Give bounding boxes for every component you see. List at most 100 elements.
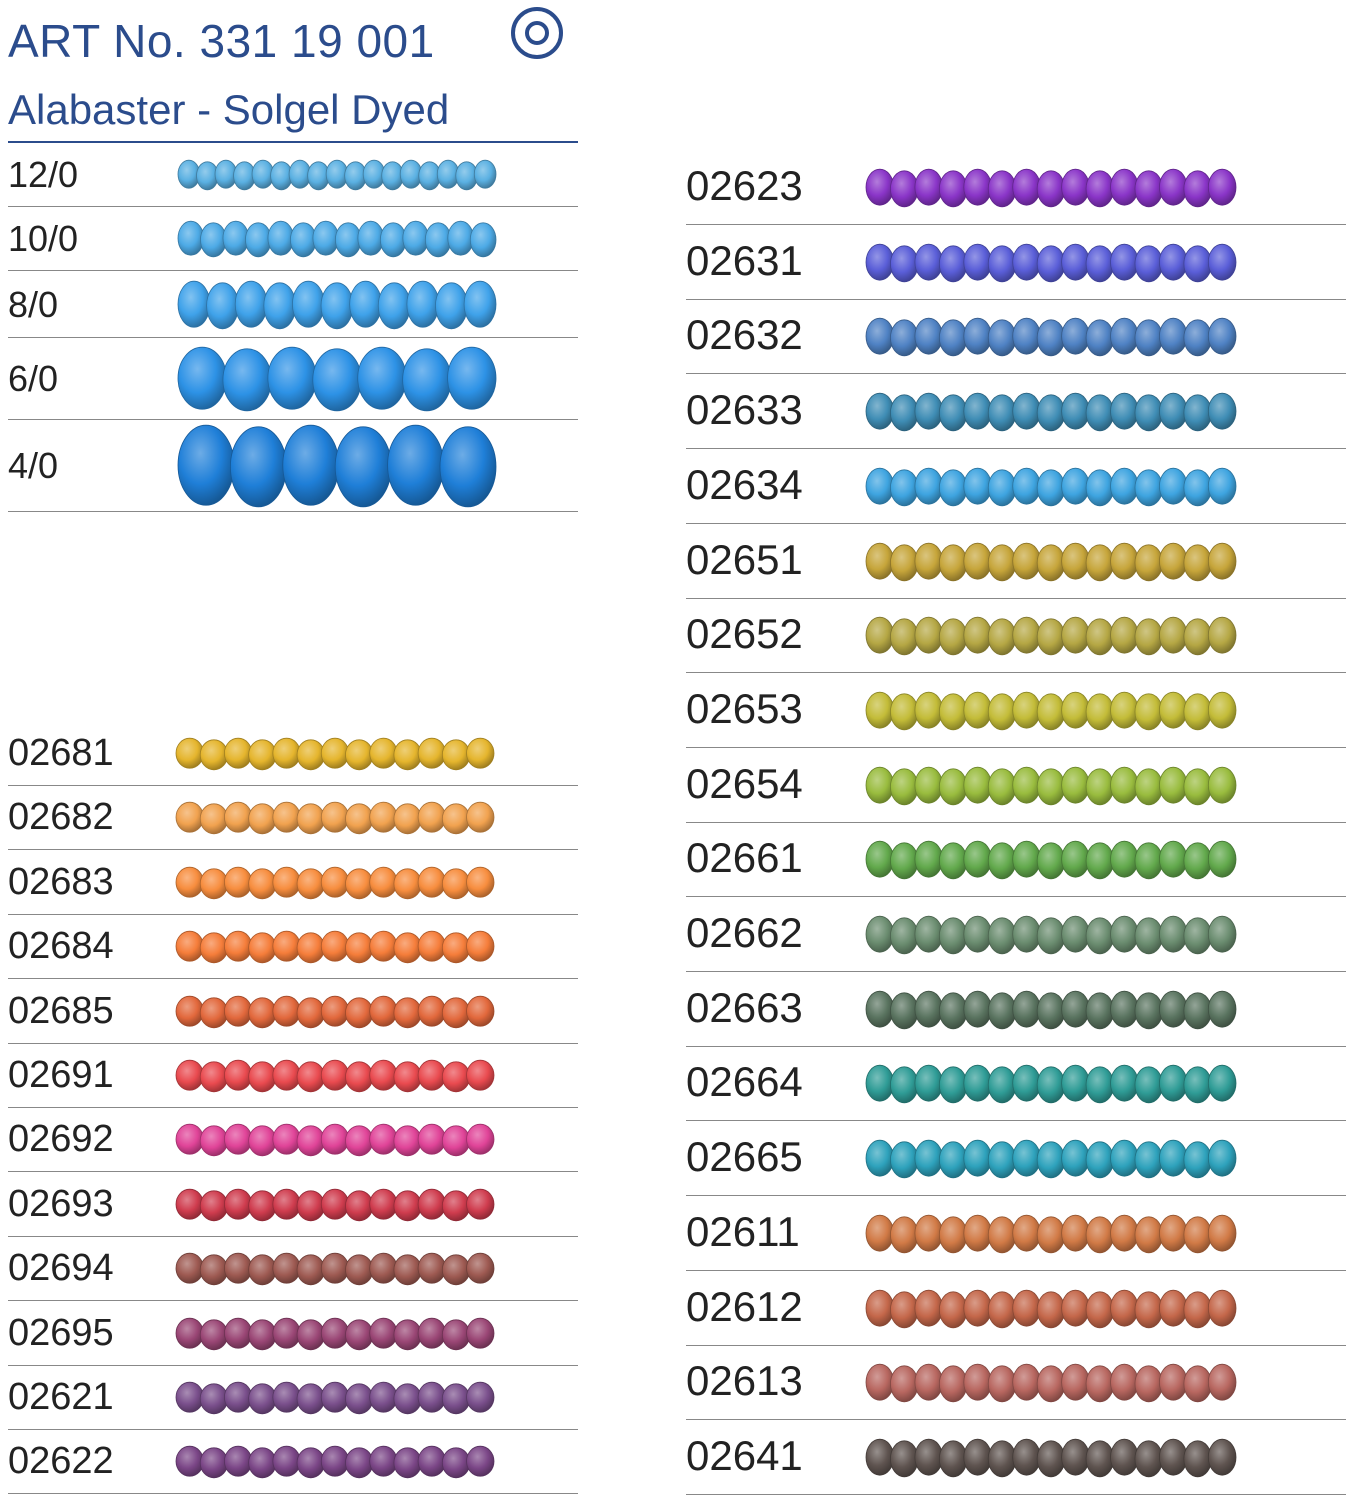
bead bbox=[345, 1254, 374, 1286]
bead bbox=[296, 1254, 325, 1286]
bead bbox=[865, 317, 895, 355]
bead bbox=[938, 1290, 968, 1328]
bead bbox=[296, 1319, 325, 1351]
bead bbox=[1183, 318, 1212, 356]
bead bbox=[1036, 916, 1066, 954]
bead bbox=[234, 280, 268, 328]
color-code-label: 02654 bbox=[686, 760, 803, 807]
bead bbox=[938, 393, 968, 431]
bead bbox=[267, 220, 295, 256]
bead bbox=[199, 1061, 229, 1093]
bead bbox=[865, 168, 895, 206]
bead bbox=[938, 916, 968, 954]
bead bbox=[987, 767, 1017, 805]
row-divider bbox=[8, 849, 578, 850]
bead bbox=[222, 220, 250, 256]
color-row: 02654 bbox=[686, 748, 1346, 823]
bead bbox=[1036, 244, 1066, 282]
bead bbox=[963, 616, 992, 654]
bead bbox=[248, 1447, 277, 1479]
bead bbox=[963, 392, 992, 430]
bead bbox=[1183, 1215, 1212, 1253]
bead bbox=[1110, 542, 1139, 580]
bead bbox=[466, 801, 495, 833]
bead bbox=[1207, 616, 1237, 654]
bead bbox=[1085, 1140, 1115, 1178]
bead bbox=[224, 1123, 253, 1155]
bead bbox=[199, 1125, 229, 1157]
bead bbox=[222, 348, 272, 412]
bead-strand bbox=[177, 346, 497, 412]
bead bbox=[263, 281, 297, 329]
bead bbox=[865, 915, 895, 953]
bead bbox=[987, 318, 1017, 356]
bead bbox=[1061, 691, 1090, 729]
bead bbox=[1110, 467, 1139, 505]
color-row: 02613 bbox=[686, 1345, 1346, 1420]
bead bbox=[938, 468, 968, 506]
bead-strand bbox=[865, 1438, 1237, 1477]
bead bbox=[1036, 1290, 1066, 1328]
color-code-label: 8/0 bbox=[8, 283, 59, 325]
bead bbox=[1036, 169, 1066, 207]
color-code-label: 02685 bbox=[8, 990, 114, 1032]
color-code-label: 6/0 bbox=[8, 358, 59, 399]
row-divider bbox=[8, 1107, 578, 1108]
bead bbox=[1110, 1214, 1139, 1252]
bead bbox=[865, 990, 895, 1028]
bead bbox=[334, 426, 392, 508]
bead bbox=[199, 868, 229, 900]
bead bbox=[1110, 168, 1139, 206]
row-divider bbox=[8, 1236, 578, 1237]
bead bbox=[938, 1215, 968, 1253]
bead bbox=[1061, 1289, 1090, 1327]
bead bbox=[296, 868, 325, 900]
bead bbox=[435, 281, 468, 329]
bead bbox=[1134, 318, 1164, 356]
bead bbox=[1036, 767, 1066, 805]
bead bbox=[865, 1214, 895, 1252]
bead bbox=[865, 1438, 895, 1476]
bead-strand bbox=[865, 243, 1237, 282]
bead bbox=[224, 866, 253, 898]
bead bbox=[1159, 168, 1188, 206]
bead bbox=[1134, 1439, 1164, 1477]
bead bbox=[963, 243, 992, 281]
bead bbox=[199, 803, 229, 835]
bead bbox=[1183, 468, 1212, 506]
bead bbox=[224, 1317, 253, 1349]
bead bbox=[1061, 1363, 1090, 1401]
color-row: 02632 bbox=[686, 299, 1346, 374]
bead bbox=[963, 990, 992, 1028]
bead bbox=[320, 1445, 350, 1477]
bead bbox=[466, 930, 495, 962]
bead bbox=[1207, 915, 1237, 953]
bead bbox=[938, 991, 968, 1029]
bead bbox=[245, 222, 272, 258]
color-row: 02681 bbox=[8, 722, 578, 786]
bead bbox=[369, 1123, 398, 1155]
bead bbox=[1036, 1140, 1066, 1178]
bead bbox=[224, 737, 253, 769]
bead bbox=[963, 1289, 992, 1327]
bead bbox=[175, 801, 204, 833]
bead-strand bbox=[175, 1252, 495, 1286]
bead bbox=[1061, 317, 1090, 355]
bead bbox=[914, 392, 943, 430]
bead bbox=[1012, 243, 1041, 281]
bead bbox=[1207, 840, 1237, 878]
bead bbox=[175, 995, 204, 1027]
bead bbox=[865, 766, 895, 804]
bead bbox=[441, 997, 471, 1029]
bead bbox=[1159, 1139, 1188, 1177]
bead-strand bbox=[177, 424, 497, 508]
bead bbox=[1036, 617, 1066, 655]
bead bbox=[963, 691, 992, 729]
color-code-label: 02695 bbox=[8, 1312, 114, 1354]
bead-strand bbox=[175, 995, 495, 1029]
bead bbox=[175, 1317, 204, 1349]
bead bbox=[466, 866, 495, 898]
bead bbox=[987, 543, 1017, 581]
bead bbox=[272, 995, 301, 1027]
bead bbox=[1134, 1215, 1164, 1253]
